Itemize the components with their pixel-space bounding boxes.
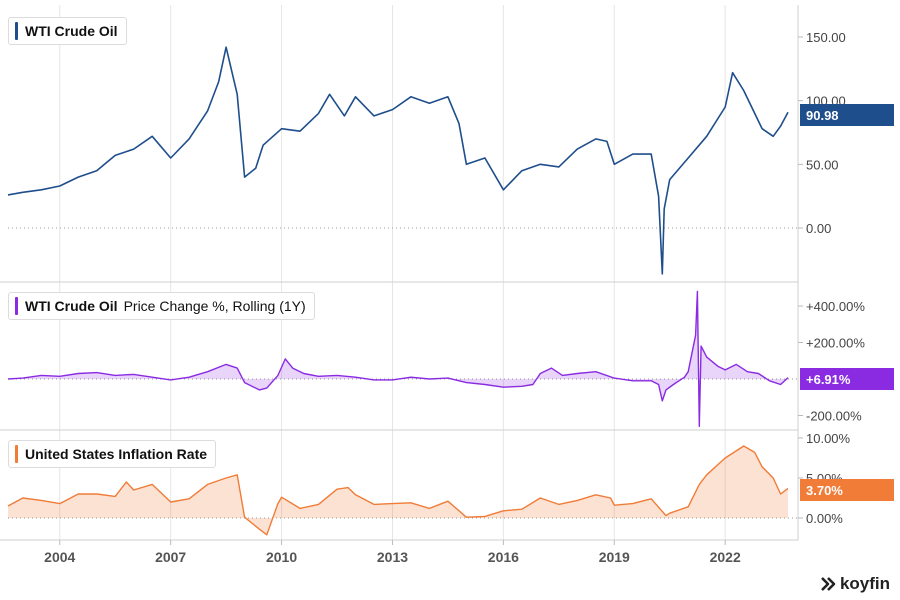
- series-line: [7, 46, 789, 275]
- series-area: [8, 446, 788, 535]
- y-tick-label: -200.00%: [806, 409, 862, 424]
- panel-layer: [7, 46, 789, 536]
- x-tick-label: 2010: [266, 549, 297, 565]
- x-tick-label: 2019: [599, 549, 630, 565]
- series-line: [7, 445, 789, 536]
- y-tick-label: +400.00%: [806, 299, 865, 314]
- legend-title: WTI Crude Oil: [25, 23, 118, 39]
- current-value-badge: [800, 368, 894, 390]
- legend-swatch: [15, 297, 18, 315]
- current-value-label: +6.91%: [806, 372, 851, 387]
- legend-title: United States Inflation Rate: [25, 446, 208, 462]
- current-value-badge: [800, 479, 894, 501]
- koyfin-logo-text: koyfin: [839, 574, 890, 593]
- x-tick-label: 2013: [377, 549, 408, 565]
- y-tick-label: 0.00: [806, 221, 831, 236]
- legend-title: WTI Crude Oil: [25, 298, 118, 314]
- series-line: [7, 290, 789, 428]
- x-tick-label: 2016: [488, 549, 519, 565]
- y-tick-label: +200.00%: [806, 336, 865, 351]
- legend-swatch: [15, 22, 18, 40]
- grid-layer: [0, 5, 799, 541]
- axis-layer: 150.00100.0050.000.0090.98+400.00%+200.0…: [44, 30, 894, 565]
- x-tick-label: 2007: [155, 549, 186, 565]
- current-value-label: 3.70%: [806, 483, 843, 498]
- legend-subtitle: Price Change %, Rolling (1Y): [123, 298, 306, 314]
- legend-swatch: [15, 445, 18, 463]
- y-tick-label: 10.00%: [806, 431, 851, 446]
- x-tick-label: 2022: [710, 549, 741, 565]
- y-tick-label: 150.00: [806, 30, 846, 45]
- legend-us-inflation[interactable]: United States Inflation Rate: [8, 440, 217, 468]
- koyfin-logo-icon: [821, 577, 836, 591]
- current-value-label: 90.98: [806, 108, 839, 123]
- y-tick-label: 50.00: [806, 157, 839, 172]
- legend-wti-price-change[interactable]: WTI Crude Oil Price Change %, Rolling (1…: [8, 292, 315, 320]
- y-tick-label: 0.00%: [806, 511, 843, 526]
- current-value-badge: [800, 104, 894, 126]
- x-tick-label: 2004: [44, 549, 75, 565]
- legend-wti-crude-oil[interactable]: WTI Crude Oil: [8, 17, 127, 45]
- koyfin-logo: koyfin: [819, 574, 890, 594]
